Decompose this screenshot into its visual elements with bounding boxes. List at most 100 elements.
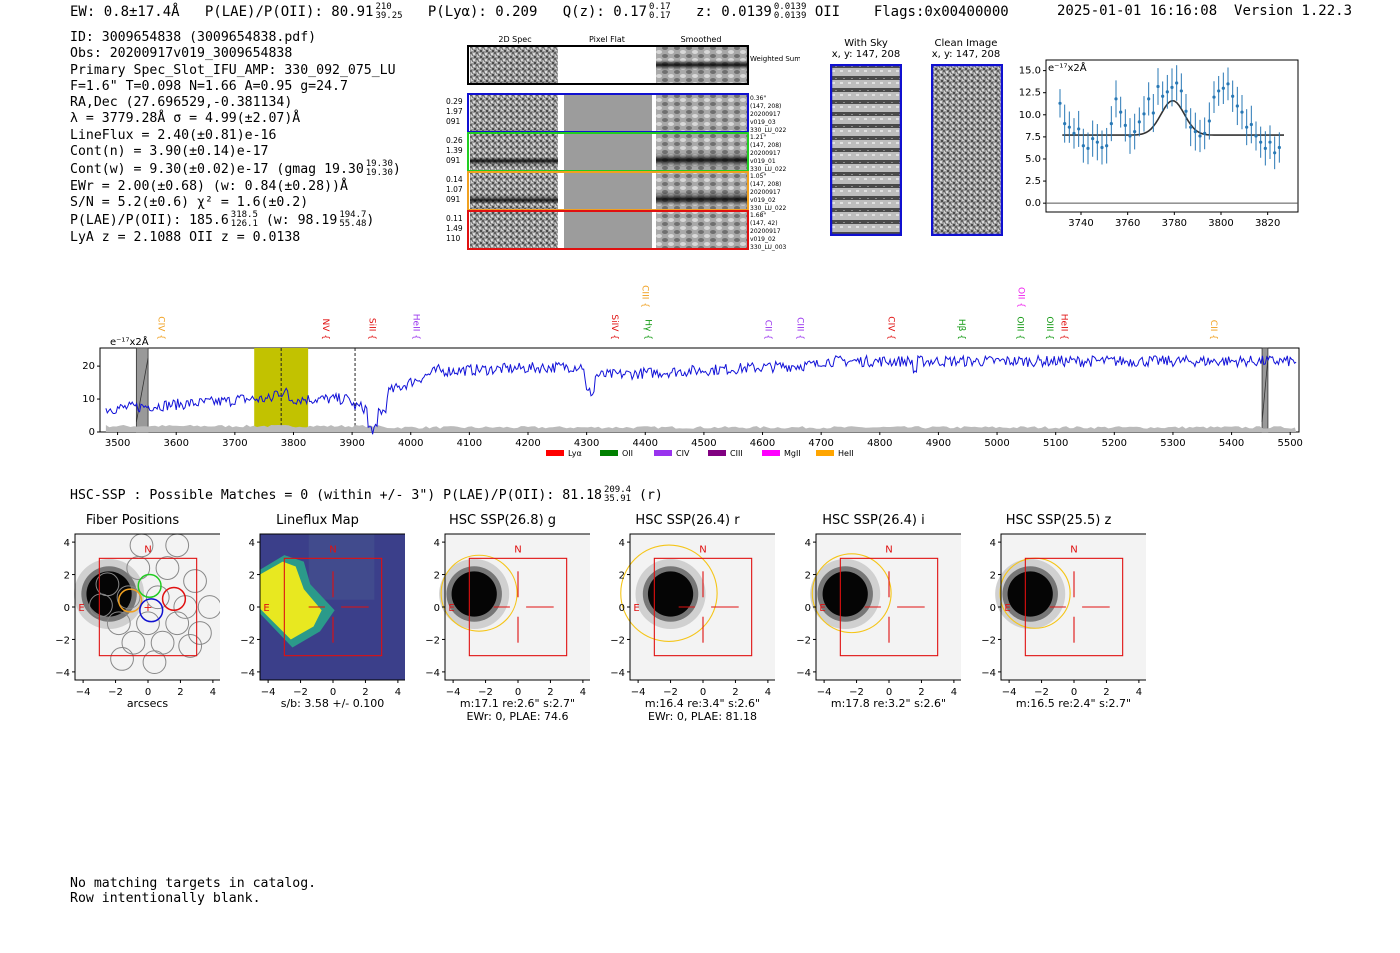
detection-info: ID: 3009654838 (3009654838.pdf) Obs: 202… (70, 30, 401, 246)
fit-data-point (1193, 129, 1197, 134)
fit-unit: e⁻¹⁷x2Å (1048, 61, 1087, 74)
spectrum-xtick: 5000 (984, 438, 1009, 449)
qz-value: Q(z): 0.17 (562, 4, 648, 20)
cutout-right-label: 1.68" (750, 212, 766, 219)
hsc-panel: Lineflux Map N E 4 2 0 −2 −4 −4 −2 0 2 4 s/b: 3.58 +/… (230, 512, 405, 727)
line-id-label: CIV { (886, 316, 896, 340)
east-label: E (448, 603, 454, 614)
cutout-right-label: v019_03 (750, 119, 776, 126)
fit-ytick: 0.0 (1025, 198, 1041, 209)
xtick: −4 (817, 687, 832, 698)
ytick: −4 (610, 668, 625, 679)
svg-text:+: + (143, 601, 152, 614)
ytick: −2 (610, 635, 625, 646)
header-bar: EW: 0.8±17.4Å P(LAE)/P(OII): 80.91 210 39.… (70, 2, 1009, 21)
cutout-left-label: 1.49 (446, 224, 463, 233)
legend-swatch (600, 450, 618, 456)
cutout-right-label: (147, 42) (750, 220, 778, 227)
info-primary: Primary Spec_Slot_IFU_AMP: 330_092_075_L… (70, 62, 396, 78)
cutout-right-label: (147, 208) (750, 103, 781, 110)
flags-value: Flags:0x00400000 (873, 4, 1009, 20)
spectrum-xtick: 5500 (1277, 438, 1302, 449)
panel-title: Lineflux Map (276, 513, 359, 528)
xtick: −2 (108, 687, 123, 698)
north-label: N (1070, 545, 1077, 556)
spectrum-ytick: 10 (82, 394, 95, 405)
ytick: 2 (64, 571, 70, 582)
panel-image: N E 4 2 0 −2 −4 −4 −2 0 2 4 (240, 533, 405, 698)
ytick: 2 (805, 571, 811, 582)
fit-data-point (1184, 109, 1188, 113)
line-id-label: Hβ { (956, 319, 966, 340)
line-id-label: OIII { (1044, 316, 1054, 340)
cutout-left-label: 091 (446, 195, 461, 204)
fit-data-point (1165, 90, 1169, 94)
fit-data-point (1273, 151, 1277, 155)
legend-label: Lyα (568, 449, 582, 458)
cutout-right-label: v019_01 (750, 158, 776, 165)
ytick: −4 (240, 668, 255, 679)
cutouts-svg: 2D Spec Pixel Flat Smoothed Weighted Sum… (446, 35, 801, 251)
cutout-right-label: 20200917 (750, 228, 781, 235)
plae-ratio: P(LAE)/P(OII): 80.91 (204, 4, 374, 20)
fit-data-point (1077, 127, 1081, 131)
fit-data-point (1063, 122, 1067, 126)
spectrum-xtick: 3800 (281, 438, 306, 449)
panel-caption: s/b: 3.58 +/- 0.100 (280, 697, 385, 710)
spectrum-xtick: 3600 (163, 438, 188, 449)
cutout-left-label: 091 (446, 117, 461, 126)
info-obs: Obs: 20200917v019_3009654838 (70, 46, 293, 62)
spectrum-xtick: 4300 (574, 438, 599, 449)
panel-caption: arcsecs (126, 697, 169, 710)
legend-swatch (762, 450, 780, 456)
spectrum-xtick: 4000 (398, 438, 423, 449)
fit-ytick: 12.5 (1019, 88, 1041, 99)
hsc-panel: HSC SSP(26.4) r N E 4 2 0 −2 −4 −4 −2 0 2 4 m:16.4 re… (600, 512, 775, 727)
col-flat-label: Pixel Flat (589, 35, 625, 44)
clean-title: Clean Image (934, 38, 998, 49)
xtick: −4 (446, 687, 461, 698)
spectrum-xtick: 4200 (515, 438, 540, 449)
info-zline: LyA z = 2.1088 OII z = 0.0138 (70, 229, 301, 245)
xtick: −2 (478, 687, 493, 698)
cutout-left-label: 1.07 (446, 185, 463, 194)
spectrum-ytick: 20 (82, 361, 95, 372)
legend-swatch (816, 450, 834, 456)
ytick: 0 (805, 603, 811, 614)
cutout-right-label: (147, 208) (750, 142, 781, 149)
fit-data-point (1123, 123, 1127, 127)
timestamp-version: 2025-01-01 16:16:08 Version 1.22.3 (1057, 3, 1352, 19)
spectrum-xtick: 5400 (1219, 438, 1244, 449)
aperture-ellipse (440, 554, 518, 632)
fit-data-point (1240, 110, 1244, 114)
ytick: −2 (55, 635, 70, 646)
cutout-left-label: 1.39 (446, 146, 463, 155)
fit-data-point (1268, 140, 1272, 144)
line-id-label: HeII { (1059, 314, 1069, 340)
xtick: 4 (210, 687, 216, 698)
line-id-label: SiIV { (609, 314, 619, 340)
fit-data-point (1156, 84, 1160, 89)
info-sn: S/N = 5.2(±0.6) χ² = 1.6(±0.2) (70, 194, 309, 210)
fit-data-point (1231, 94, 1235, 98)
xtick: 2 (732, 687, 738, 698)
panel-caption: m:17.1 re:2.6" s:2.7" (459, 697, 576, 710)
info-fline: F=1.6" T=0.098 N=1.66 A=0.95 g=24.7 (70, 78, 348, 94)
xtick: 2 (362, 687, 368, 698)
info-contn: Cont(n) = 3.90(±0.14)e-17 (70, 144, 269, 160)
fit-data-point (1091, 137, 1095, 141)
fit-data-point (1259, 140, 1263, 144)
col-smooth-label: Smoothed (681, 35, 722, 44)
ytick: −4 (55, 668, 70, 679)
cutout-right-label: 330_LU_022 (750, 166, 787, 173)
spectrum-xtick: 4800 (867, 438, 892, 449)
east-label: E (78, 603, 84, 614)
hsc-panel: HSC SSP(26.8) g N E 4 2 0 −2 −4 −4 −2 0 2 4 m:17.1 re… (415, 512, 590, 727)
fit-data-point (1133, 129, 1137, 134)
plae-error: 210 39.25 (375, 2, 403, 21)
ew-value: EW: 0.8±17.4Å (70, 4, 180, 20)
ytick: 2 (619, 571, 625, 582)
east-label: E (1004, 603, 1010, 614)
